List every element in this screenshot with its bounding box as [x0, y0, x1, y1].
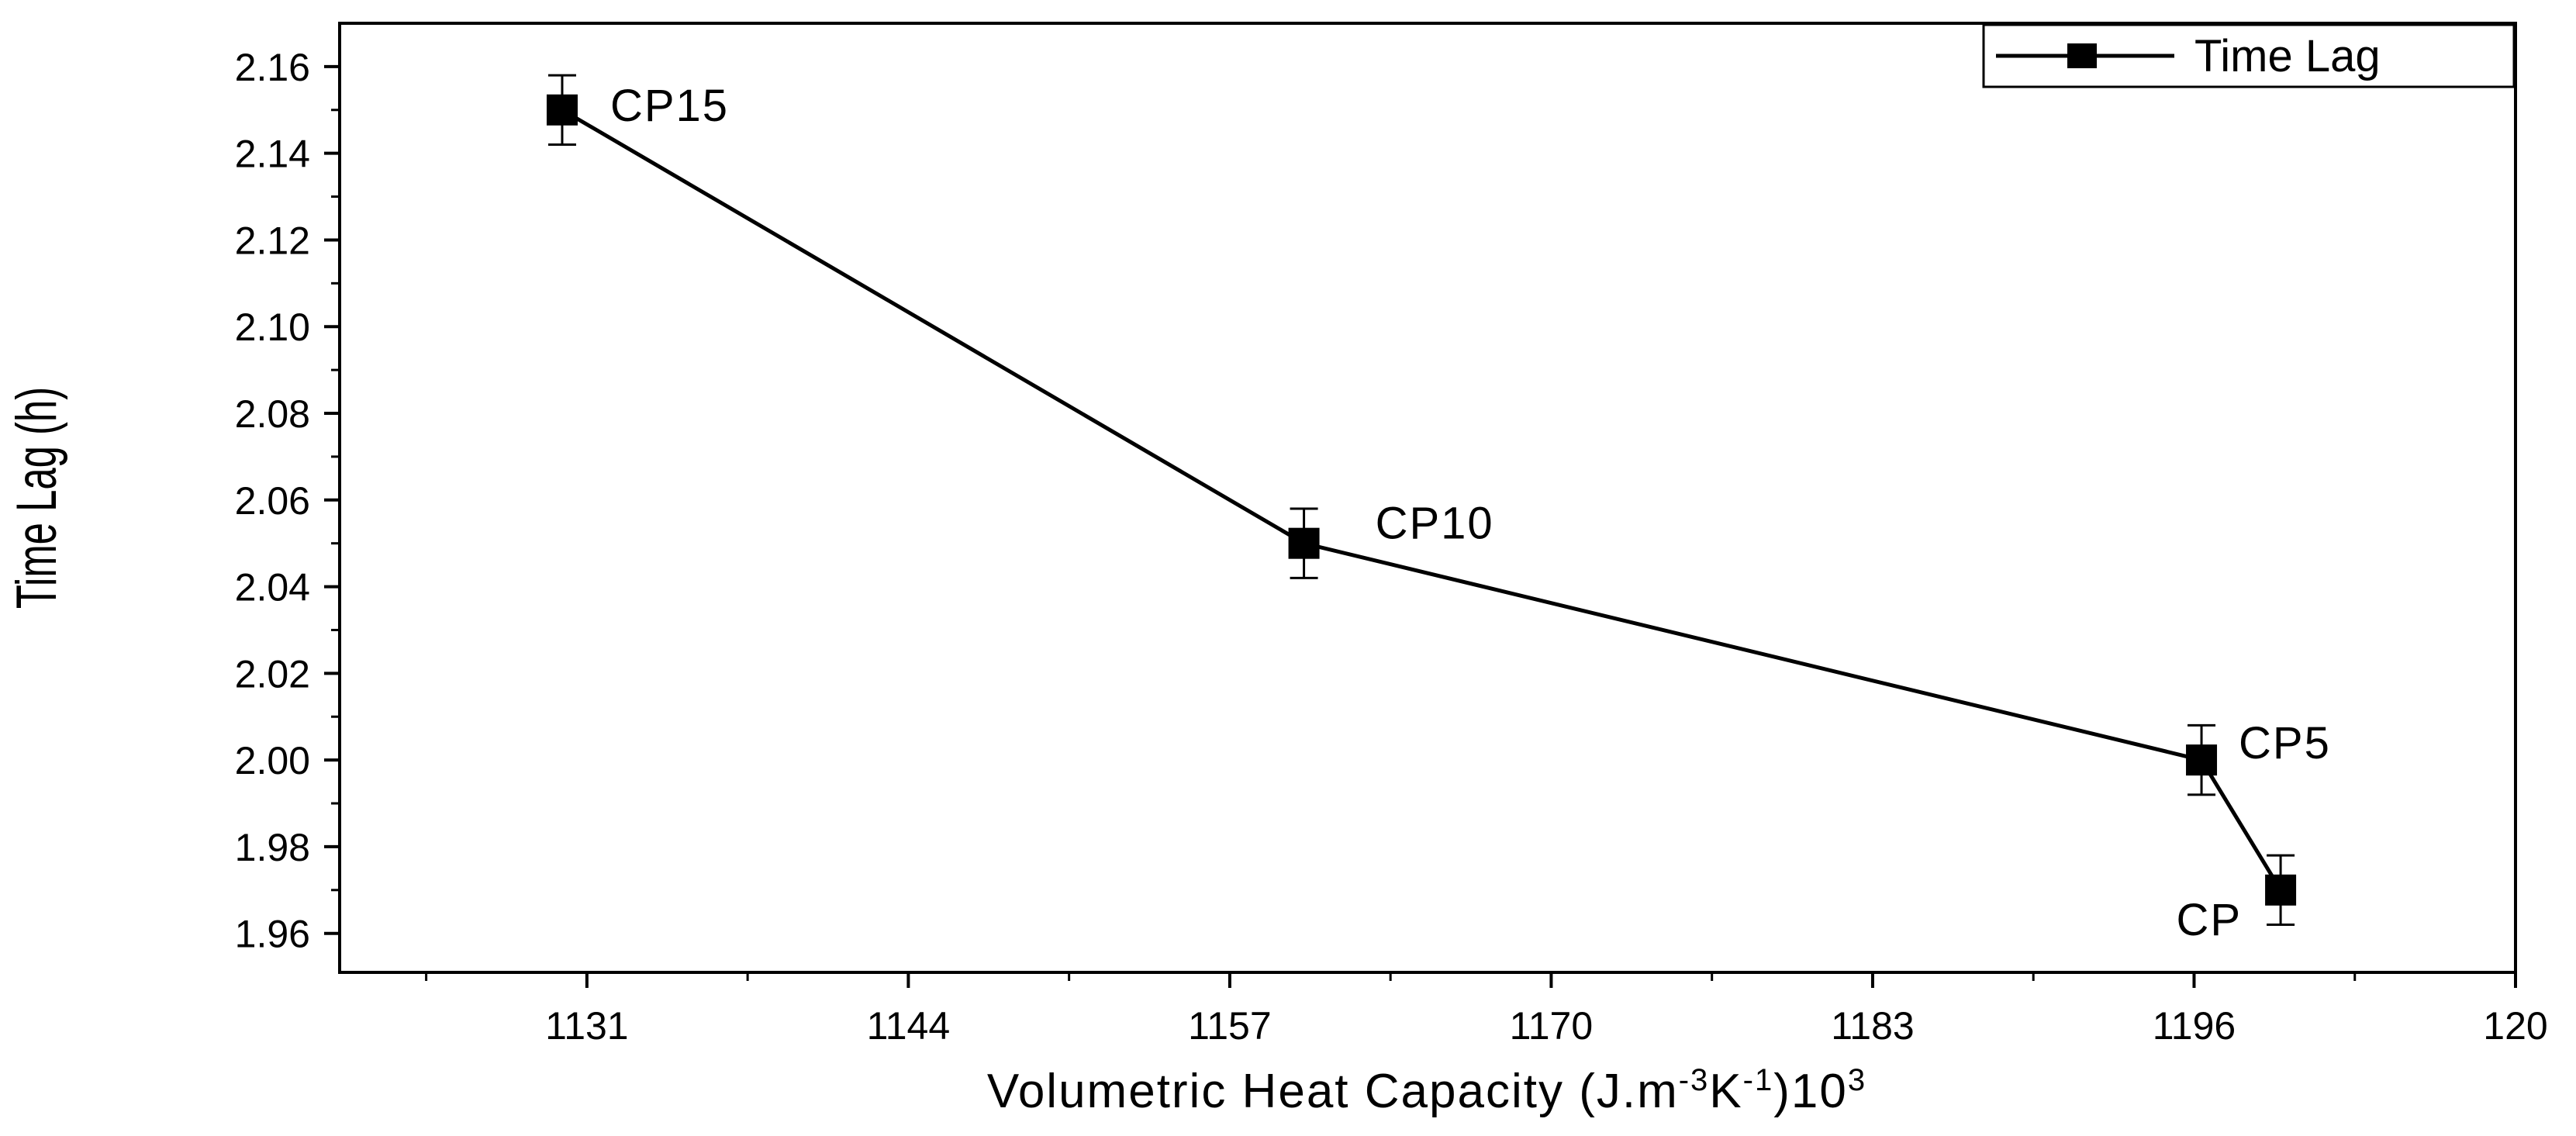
- y-tick-label: 2.04: [235, 566, 310, 609]
- data-point-marker: [2186, 744, 2218, 776]
- data-point-marker: [1288, 527, 1320, 559]
- x-tick-label: 1131: [545, 1004, 629, 1048]
- x-axis-title-exp2: -1: [1743, 1063, 1774, 1097]
- x-tick-label: 120: [2483, 1004, 2547, 1048]
- legend-marker: [2067, 43, 2097, 68]
- data-point-label: CP5: [2239, 718, 2331, 768]
- point-label-layer: CP15 CP10 CP5 CP: [610, 81, 2331, 945]
- data-point-marker: [2265, 874, 2297, 906]
- y-tick-label: 1.98: [235, 826, 310, 869]
- x-tick-label: 1196: [2153, 1004, 2236, 1048]
- y-tick-label: 2.12: [235, 219, 310, 262]
- series-line: [561, 108, 2283, 892]
- x-axis-ticks: 1131 1144 1157 1170 1183 1196 120: [425, 972, 2548, 1048]
- x-tick-label: 1157: [1188, 1004, 1272, 1048]
- x-tick-label: 1144: [867, 1004, 951, 1048]
- legend: Time Lag: [1982, 23, 2516, 88]
- data-point-marker: [546, 94, 578, 126]
- x-axis-title-exp3: 3: [1848, 1063, 1866, 1097]
- y-tick-label: 1.96: [235, 913, 310, 956]
- data-point-label: CP10: [1376, 499, 1494, 549]
- y-tick-label: 2.02: [235, 652, 310, 696]
- y-tick-label: 2.00: [235, 739, 310, 782]
- y-tick-label: 2.10: [235, 306, 310, 349]
- x-axis-title-base: Volumetric Heat Capacity (J.m: [987, 1065, 1679, 1118]
- y-tick-label: 2.08: [235, 392, 310, 436]
- data-point-label: CP15: [610, 81, 729, 131]
- plot-area-frame: [338, 22, 2517, 974]
- x-tick-label: 1170: [1510, 1004, 1594, 1048]
- legend-label: Time Lag: [2194, 31, 2381, 81]
- series-layer: [546, 74, 2297, 927]
- y-tick-label: 2.14: [235, 133, 310, 176]
- y-axis-ticks: 1.96 1.98 2.00 2.02 2.04 2.06 2.08 2.10 2.12 2.14…: [235, 46, 340, 956]
- x-tick-label: 1183: [1831, 1004, 1915, 1048]
- x-axis-title-exp1: -3: [1679, 1063, 1710, 1097]
- x-axis-title-mid: K: [1709, 1065, 1742, 1118]
- y-tick-label: 2.06: [235, 479, 310, 523]
- y-axis-title: Time Lag (h): [5, 387, 68, 609]
- x-axis-title: Volumetric Heat Capacity (J.m-3K-1)103: [987, 1063, 1866, 1118]
- y-tick-label: 2.16: [235, 46, 310, 89]
- x-axis-title-tail: )10: [1773, 1065, 1848, 1118]
- data-point-label: CP: [2177, 895, 2243, 945]
